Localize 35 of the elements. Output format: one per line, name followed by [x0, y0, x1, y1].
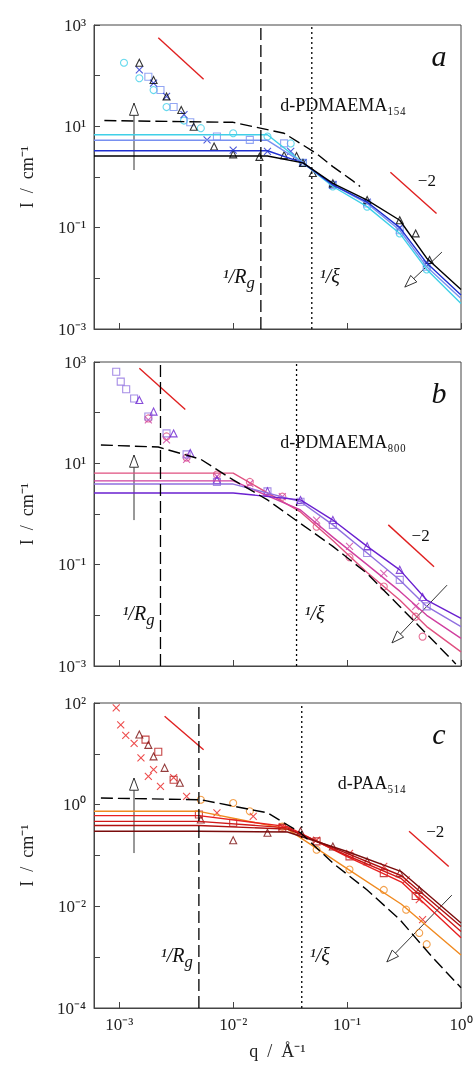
x-tick-label: 10⁻¹: [333, 1015, 362, 1034]
ref-line-label: ¹/R$_{g}$: [222, 264, 255, 294]
annotation: c: [432, 716, 446, 750]
ref-line-label: ¹/R$_{g}$: [160, 943, 193, 973]
y-tick-label: 10⁻³: [57, 319, 86, 339]
y-tick-label: 10⁻¹: [57, 555, 86, 575]
y-tick-label: 10⁻⁴: [57, 998, 87, 1018]
x-tick-label: 10⁻³: [105, 1015, 134, 1034]
ref-line-label: ¹/ξ: [304, 601, 325, 626]
annotation: d-PDMAEMA₈₀₀: [280, 432, 406, 452]
x-tick-label: 10⁰: [449, 1015, 473, 1034]
ref-line-label: ¹/ξ: [319, 264, 340, 289]
y-tick-label: 10¹: [63, 453, 86, 473]
y-tick-label: 10¹: [63, 116, 86, 136]
annotation: b: [431, 375, 447, 409]
y-tick-label: 10⁻²: [57, 896, 86, 916]
annotation: d-PDMAEMA₁₅₄: [280, 95, 406, 115]
y-tick-label: 10⁻¹: [57, 218, 86, 238]
y-axis-title: I / cm⁻¹: [17, 482, 37, 546]
ref-line-label: ¹/ξ: [309, 943, 330, 968]
annotation: −2: [417, 170, 436, 190]
annotation: −2: [426, 821, 445, 841]
y-tick-label: 10³: [63, 15, 86, 35]
y-tick-label: 10⁰: [63, 795, 86, 815]
annotation: d-PAA₅₁₄: [337, 773, 406, 793]
y-axis-title: I / cm⁻¹: [17, 145, 37, 209]
y-axis-title: I / cm⁻¹: [17, 824, 37, 887]
annotation: a: [431, 38, 447, 72]
y-tick-label: 10⁻³: [57, 656, 86, 676]
x-axis-title: q / Å⁻¹: [249, 1041, 306, 1061]
x-tick-label: 10⁻²: [219, 1015, 248, 1034]
y-tick-label: 10³: [63, 352, 86, 372]
y-tick-label: 10²: [63, 693, 86, 713]
ref-line-label: ¹/R$_{g}$: [122, 601, 155, 631]
annotation: −2: [411, 525, 430, 545]
